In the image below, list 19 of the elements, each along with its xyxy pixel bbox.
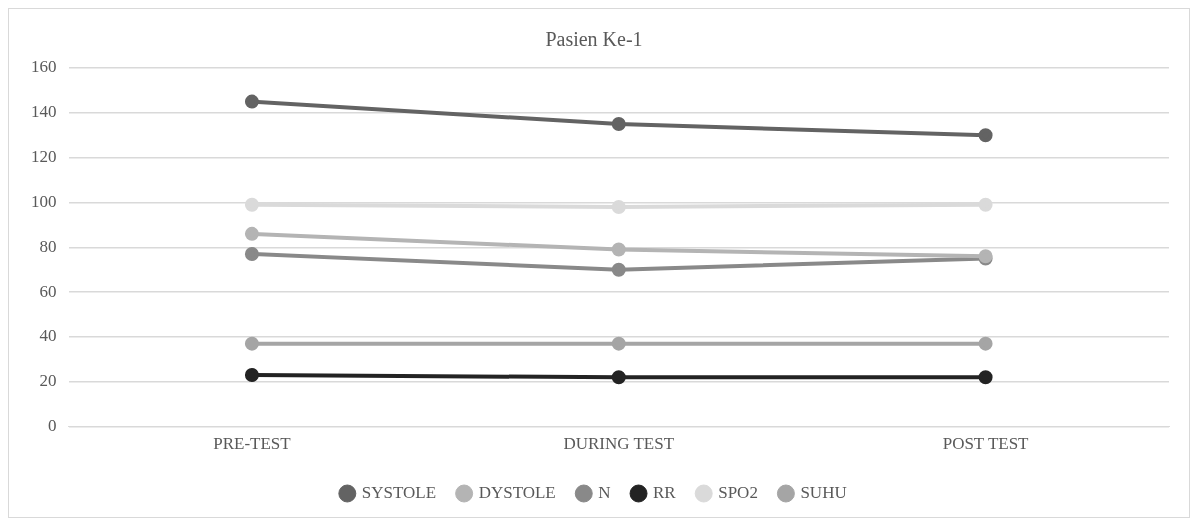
legend-label: SYSTOLE [361, 482, 437, 502]
legend-label: SPO2 [718, 482, 758, 502]
y-tick-label: 20 [39, 371, 57, 391]
y-tick-label: 80 [39, 236, 57, 256]
legend-label: SUHU [800, 482, 847, 502]
y-tick-label: 100 [31, 191, 57, 211]
y-tick-label: 40 [39, 326, 57, 346]
x-tick-label: POST TEST [942, 434, 1030, 454]
x-tick-label: DURING TEST [563, 434, 675, 454]
y-tick-label: 0 [48, 416, 57, 436]
legend-label: DYSTOLE [478, 482, 556, 502]
y-tick-label: 160 [31, 57, 57, 77]
y-tick-label: 140 [31, 102, 57, 122]
y-tick-label: 60 [39, 281, 57, 301]
x-tick-label: PRE-TEST [213, 434, 292, 454]
legend-label: RR [653, 482, 677, 502]
chart-title: Pasien Ke-1 [545, 28, 643, 51]
legend-label: N [598, 482, 611, 502]
y-tick-label: 120 [31, 147, 57, 167]
